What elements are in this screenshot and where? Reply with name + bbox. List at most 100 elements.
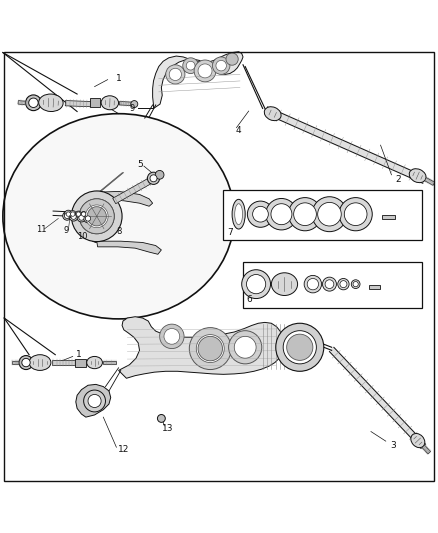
Polygon shape bbox=[90, 99, 100, 107]
Circle shape bbox=[353, 281, 358, 287]
Text: 11: 11 bbox=[35, 225, 46, 234]
Polygon shape bbox=[18, 101, 29, 105]
Polygon shape bbox=[76, 384, 111, 417]
Text: 9: 9 bbox=[130, 104, 135, 113]
Text: 1: 1 bbox=[116, 74, 121, 83]
Circle shape bbox=[242, 270, 271, 298]
Polygon shape bbox=[97, 241, 161, 254]
Polygon shape bbox=[103, 361, 117, 364]
Circle shape bbox=[344, 203, 367, 225]
Circle shape bbox=[234, 336, 256, 358]
Ellipse shape bbox=[39, 94, 63, 111]
Ellipse shape bbox=[272, 273, 297, 295]
FancyBboxPatch shape bbox=[243, 262, 422, 308]
Circle shape bbox=[283, 330, 316, 364]
Text: 8: 8 bbox=[117, 227, 122, 236]
Ellipse shape bbox=[3, 114, 234, 319]
Circle shape bbox=[198, 64, 212, 78]
Circle shape bbox=[351, 280, 360, 288]
Polygon shape bbox=[96, 191, 152, 206]
Circle shape bbox=[87, 207, 106, 226]
Circle shape bbox=[79, 199, 114, 234]
Circle shape bbox=[22, 358, 30, 367]
Circle shape bbox=[312, 197, 347, 232]
Polygon shape bbox=[422, 445, 431, 454]
Circle shape bbox=[229, 330, 262, 364]
Circle shape bbox=[338, 278, 349, 290]
Circle shape bbox=[69, 211, 76, 217]
Circle shape bbox=[88, 394, 101, 408]
Circle shape bbox=[159, 324, 184, 349]
Circle shape bbox=[247, 201, 274, 227]
Text: 9: 9 bbox=[64, 226, 69, 235]
Circle shape bbox=[19, 356, 33, 369]
Text: 13: 13 bbox=[162, 424, 173, 433]
Circle shape bbox=[293, 203, 316, 225]
Circle shape bbox=[79, 215, 84, 220]
Ellipse shape bbox=[101, 96, 119, 110]
Circle shape bbox=[84, 214, 92, 223]
Text: 10: 10 bbox=[78, 232, 88, 241]
Circle shape bbox=[79, 199, 114, 234]
Text: 1: 1 bbox=[75, 350, 81, 359]
Circle shape bbox=[150, 175, 157, 182]
Polygon shape bbox=[52, 360, 76, 365]
Polygon shape bbox=[265, 107, 426, 183]
Text: 12: 12 bbox=[118, 446, 130, 454]
Ellipse shape bbox=[87, 357, 102, 369]
Circle shape bbox=[131, 101, 138, 108]
Text: 7: 7 bbox=[227, 228, 233, 237]
Polygon shape bbox=[425, 177, 435, 185]
Circle shape bbox=[307, 278, 318, 290]
Circle shape bbox=[287, 334, 313, 360]
Circle shape bbox=[77, 213, 86, 222]
FancyBboxPatch shape bbox=[223, 190, 422, 240]
Circle shape bbox=[76, 212, 81, 216]
Text: 2: 2 bbox=[395, 175, 401, 184]
Circle shape bbox=[81, 212, 86, 216]
Polygon shape bbox=[120, 101, 133, 106]
Circle shape bbox=[288, 198, 321, 231]
Ellipse shape bbox=[409, 169, 426, 183]
Circle shape bbox=[169, 68, 181, 80]
Circle shape bbox=[271, 204, 292, 225]
Text: 4: 4 bbox=[236, 126, 241, 135]
Polygon shape bbox=[113, 178, 152, 204]
Circle shape bbox=[25, 95, 41, 111]
Polygon shape bbox=[65, 101, 92, 107]
Circle shape bbox=[155, 171, 164, 179]
Circle shape bbox=[198, 336, 223, 361]
Circle shape bbox=[69, 212, 78, 221]
Circle shape bbox=[166, 65, 185, 84]
Text: 3: 3 bbox=[391, 441, 396, 450]
Circle shape bbox=[85, 205, 108, 228]
Circle shape bbox=[81, 212, 86, 217]
Circle shape bbox=[64, 213, 70, 219]
Circle shape bbox=[189, 328, 231, 369]
Polygon shape bbox=[90, 191, 106, 243]
Circle shape bbox=[29, 98, 38, 108]
Circle shape bbox=[183, 58, 198, 74]
Circle shape bbox=[247, 274, 266, 294]
Circle shape bbox=[66, 212, 71, 216]
Circle shape bbox=[253, 206, 268, 222]
Circle shape bbox=[71, 191, 122, 241]
Polygon shape bbox=[152, 52, 243, 108]
Circle shape bbox=[276, 323, 324, 372]
Polygon shape bbox=[329, 348, 426, 448]
Circle shape bbox=[75, 211, 81, 217]
Ellipse shape bbox=[232, 199, 245, 229]
Circle shape bbox=[304, 276, 321, 293]
Bar bbox=[369, 285, 380, 288]
Ellipse shape bbox=[29, 354, 51, 370]
Circle shape bbox=[63, 212, 71, 220]
Polygon shape bbox=[75, 359, 86, 367]
Circle shape bbox=[212, 57, 230, 75]
Text: 5: 5 bbox=[138, 160, 143, 169]
Text: 6: 6 bbox=[247, 295, 252, 304]
Circle shape bbox=[194, 60, 216, 82]
Circle shape bbox=[196, 335, 224, 362]
Circle shape bbox=[64, 210, 72, 218]
Ellipse shape bbox=[411, 433, 425, 448]
Circle shape bbox=[164, 328, 180, 344]
